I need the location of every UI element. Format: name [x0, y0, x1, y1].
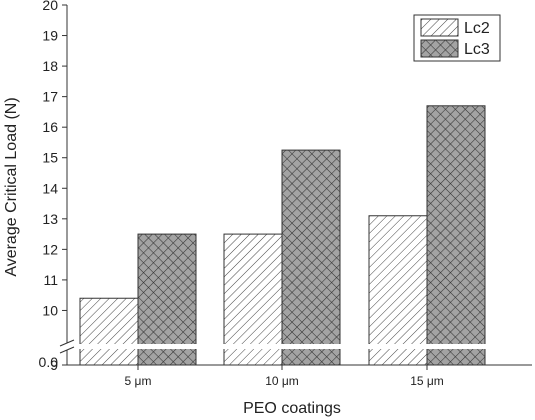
bar-lc2-1 — [79, 297, 139, 366]
bar-lc2-3 — [368, 215, 428, 366]
x-tick-label: 5 μm — [125, 374, 152, 388]
y-tick-label: 12 — [42, 241, 58, 257]
y-tick-label: 0.0 — [39, 354, 59, 370]
axes-layer — [59, 5, 532, 366]
bar-lc3-3 — [426, 105, 486, 366]
y-tick-label: 17 — [42, 89, 58, 105]
axis-break-mark-top — [59, 339, 75, 347]
bar-lc2-2 — [223, 233, 283, 366]
ticks-layer: 9 10 11 12 13 14 15 16 17 18 19 20 0.0 5 μm 10 μm 15 μm — [39, 0, 444, 388]
y-tick-label: 9 — [50, 357, 58, 373]
axis-break-mark-bottom — [59, 346, 75, 354]
y-tick-label: 10 — [42, 302, 58, 318]
legend-label-lc2: Lc2 — [464, 20, 490, 37]
legend: Lc2 Lc3 — [413, 14, 501, 62]
legend-swatch-lc2 — [420, 18, 459, 37]
y-tick-label: 14 — [42, 180, 58, 196]
bars-layer — [79, 105, 486, 366]
legend-swatch-lc3 — [420, 39, 459, 58]
legend-label-lc3: Lc3 — [464, 41, 490, 58]
axis-break-gap — [55, 344, 495, 349]
y-tick-label: 15 — [42, 150, 58, 166]
bar-lc3-1 — [137, 233, 197, 366]
y-tick-label: 19 — [42, 28, 58, 44]
y-tick-label: 13 — [42, 211, 58, 227]
x-tick-label: 15 μm — [410, 374, 444, 388]
x-axis-title: PEO coatings — [243, 400, 341, 417]
y-tick-label: 20 — [42, 0, 58, 13]
bar-lc3-2 — [281, 149, 341, 366]
y-axis-title: Average Critical Load (N) — [3, 97, 20, 276]
y-tick-label: 18 — [42, 58, 58, 74]
y-tick-label: 11 — [43, 272, 58, 288]
x-tick-label: 10 μm — [265, 374, 299, 388]
y-tick-label: 16 — [42, 119, 58, 135]
